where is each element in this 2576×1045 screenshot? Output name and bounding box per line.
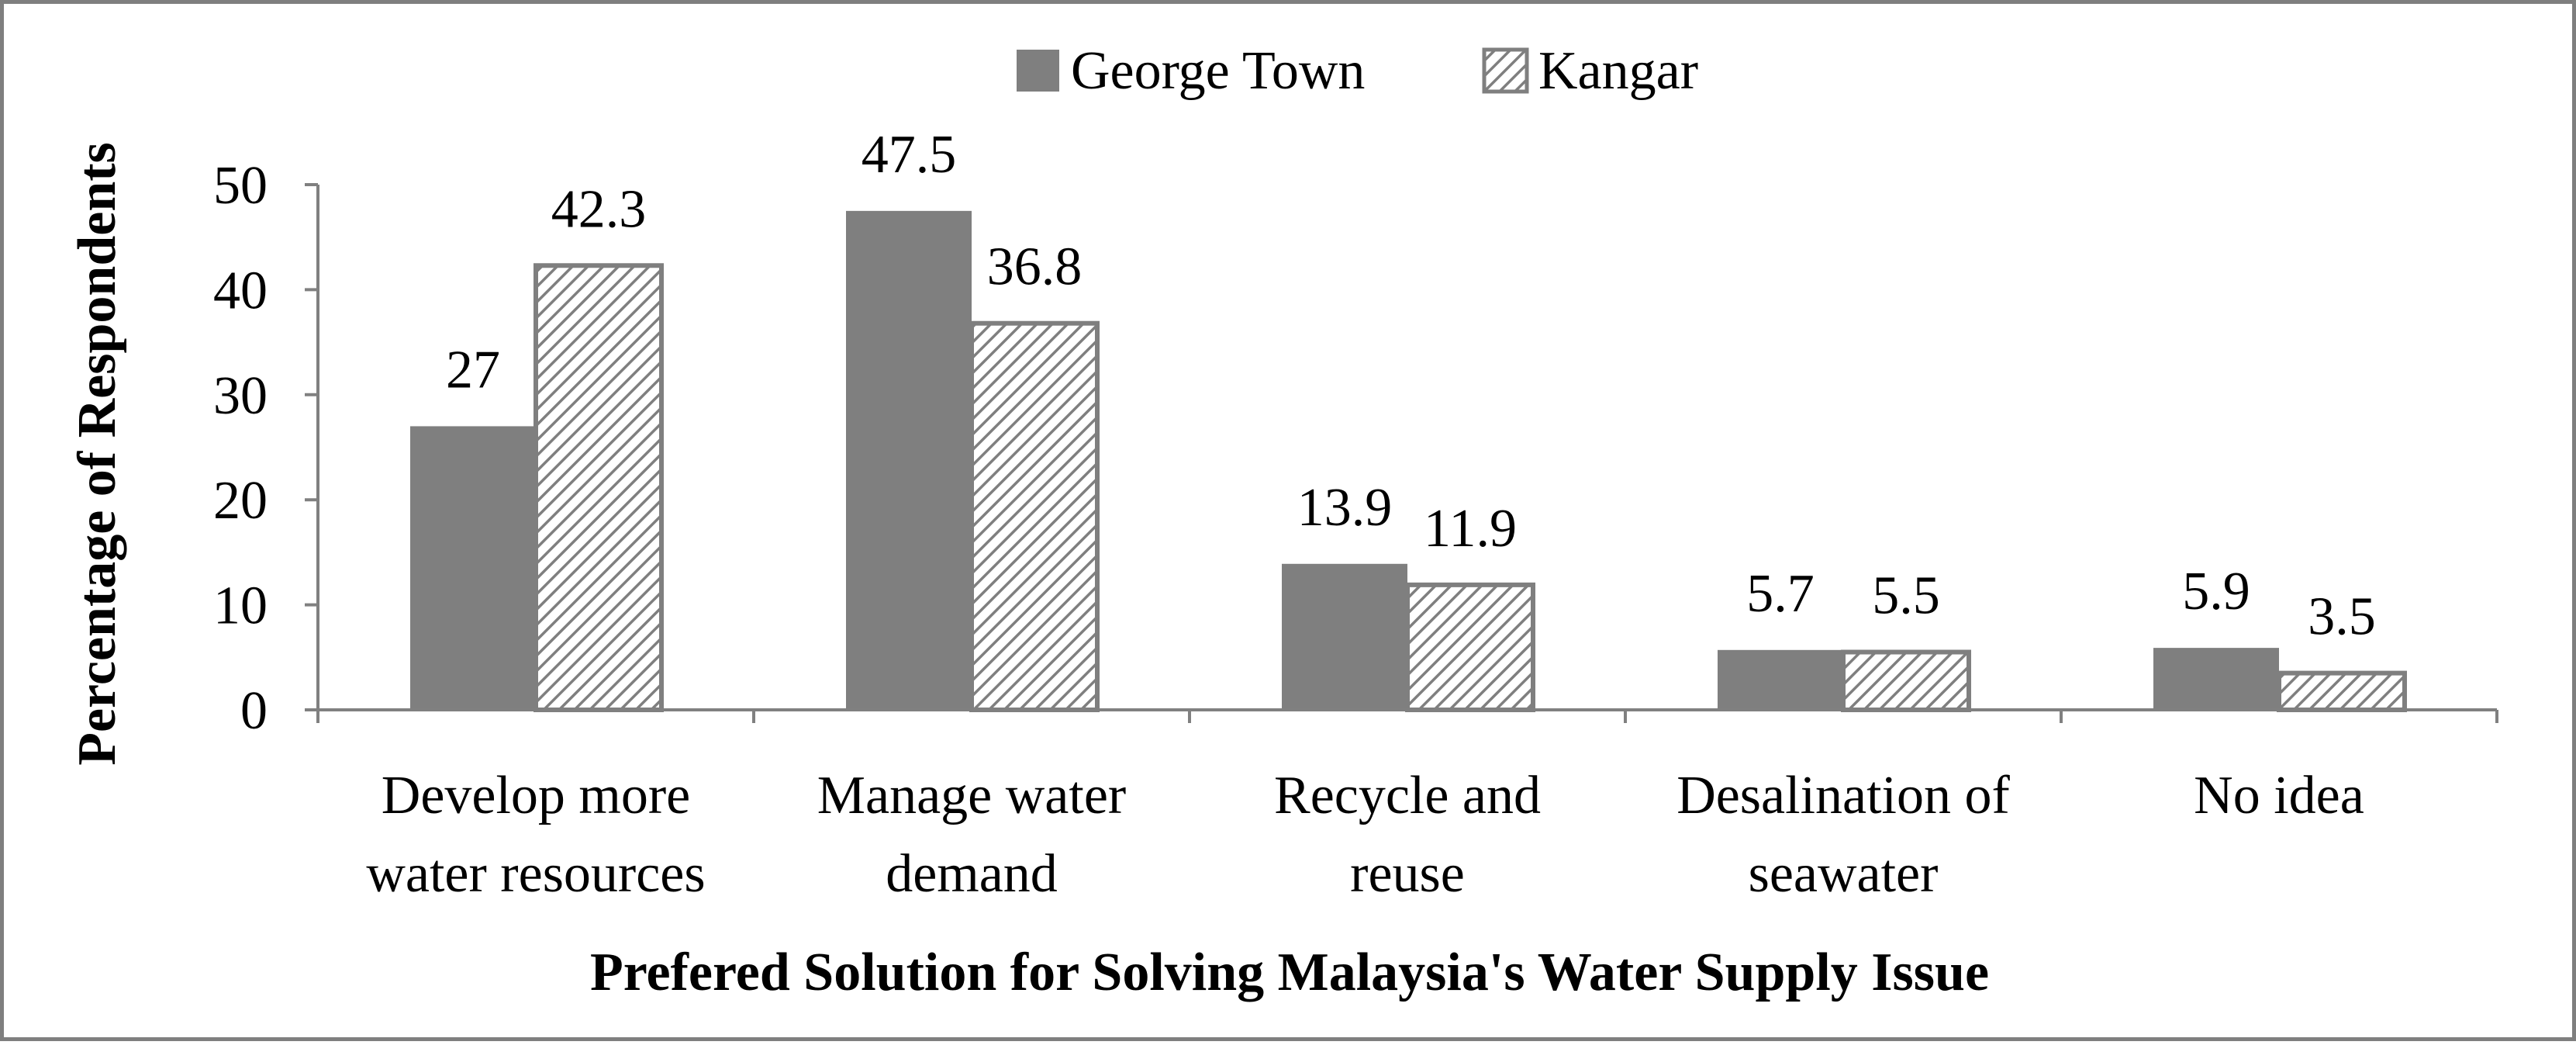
bar-kangar bbox=[2277, 670, 2407, 712]
bar-george-town bbox=[410, 426, 536, 710]
data-label: 11.9 bbox=[1424, 499, 1517, 559]
bar-george-town bbox=[1718, 649, 1843, 710]
legend-swatch-george-town bbox=[1017, 50, 1059, 92]
category-label: seawater bbox=[1749, 844, 1939, 904]
category-label: Develop more bbox=[382, 766, 690, 825]
data-label: 13.9 bbox=[1297, 478, 1393, 538]
data-label: 42.3 bbox=[551, 179, 647, 239]
x-axis-title-group: Prefered Solution for Solving Malaysia's… bbox=[590, 943, 1989, 1002]
category-label: Manage water bbox=[817, 766, 1126, 825]
data-labels: 27 47.5 13.9 5.7 5.9 42.3 36.8 11.9 5.5 3.5 bbox=[446, 125, 2376, 647]
bar-kangar bbox=[1405, 582, 1535, 713]
bar-george-town bbox=[1282, 563, 1407, 710]
y-tick-label: 10 bbox=[213, 576, 268, 636]
y-tick-label: 0 bbox=[240, 681, 268, 741]
data-label: 5.5 bbox=[1872, 566, 1940, 626]
y-tick-label: 30 bbox=[213, 366, 268, 426]
y-tick-label: 20 bbox=[213, 471, 268, 531]
bar-kangar bbox=[1841, 649, 1971, 713]
data-label: 3.5 bbox=[2308, 587, 2376, 647]
data-label: 5.9 bbox=[2182, 562, 2250, 621]
x-axis bbox=[316, 708, 2498, 723]
category-labels: Develop more water resources Manage water d… bbox=[366, 766, 2364, 904]
legend-label: Kangar bbox=[1538, 41, 1698, 101]
y-tick-label: 50 bbox=[213, 156, 268, 216]
bar-george-town bbox=[2153, 648, 2279, 710]
y-axis-title: Percentage of Respondents bbox=[67, 142, 127, 766]
bar-kangar bbox=[534, 263, 664, 712]
data-label: 5.7 bbox=[1746, 564, 1815, 624]
x-axis-title: Prefered Solution for Solving Malaysia's… bbox=[590, 943, 1989, 1002]
category-label: water resources bbox=[366, 844, 705, 904]
bar-kangar bbox=[969, 320, 1100, 712]
data-label: 47.5 bbox=[862, 125, 957, 185]
bars bbox=[410, 210, 2407, 713]
legend: George Town Kangar bbox=[1017, 41, 1698, 101]
y-axis-title-group: Percentage of Respondents bbox=[67, 142, 127, 766]
legend-swatch-kangar bbox=[1482, 47, 1529, 94]
legend-label: George Town bbox=[1071, 41, 1365, 101]
category-label: No idea bbox=[2194, 766, 2364, 825]
data-label: 27 bbox=[446, 340, 500, 400]
category-label: Recycle and bbox=[1274, 766, 1541, 825]
data-label: 36.8 bbox=[987, 237, 1083, 297]
y-axis-ticks: 0 10 20 30 40 50 bbox=[213, 156, 319, 741]
bar-george-town bbox=[846, 210, 972, 711]
bar-chart: George Town Kangar Percentage of Responde… bbox=[67, 41, 2498, 1002]
category-label: demand bbox=[886, 844, 1058, 904]
category-label: Desalination of bbox=[1676, 766, 2010, 825]
y-tick-label: 40 bbox=[213, 261, 268, 320]
category-label: reuse bbox=[1350, 844, 1465, 904]
